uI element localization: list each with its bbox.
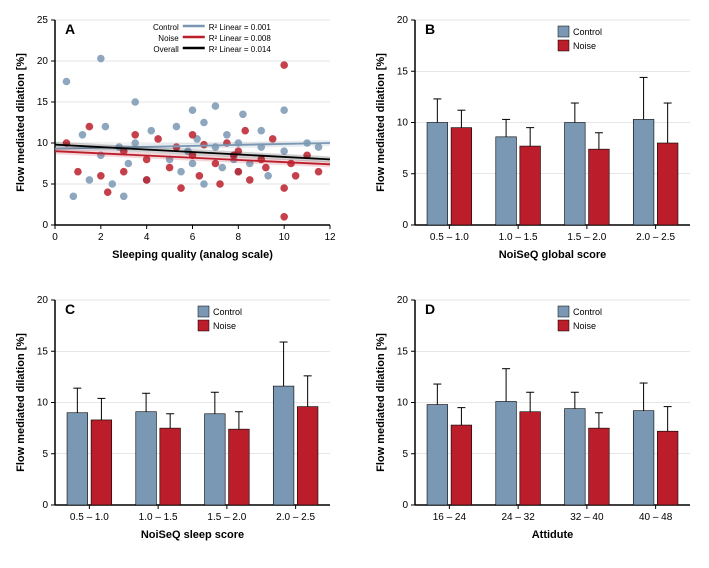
svg-text:15: 15 [37, 97, 49, 108]
svg-text:Flow mediated dilation [%]: Flow mediated dilation [%] [15, 333, 27, 472]
svg-text:4: 4 [144, 232, 150, 243]
svg-text:15: 15 [397, 66, 409, 77]
svg-text:15: 15 [397, 346, 409, 357]
svg-text:0: 0 [402, 500, 408, 511]
svg-text:15: 15 [37, 346, 49, 357]
svg-text:5: 5 [42, 449, 48, 460]
svg-text:NoiSeQ sleep score: NoiSeQ sleep score [141, 529, 244, 541]
svg-text:A: A [65, 21, 75, 37]
svg-text:20: 20 [397, 295, 409, 306]
svg-text:10: 10 [279, 232, 291, 243]
svg-text:C: C [65, 301, 75, 317]
svg-text:2.0 – 2.5: 2.0 – 2.5 [636, 232, 675, 243]
svg-text:D: D [425, 301, 435, 317]
svg-text:10: 10 [397, 398, 409, 409]
svg-text:Noise: Noise [573, 41, 596, 51]
svg-text:8: 8 [236, 232, 242, 243]
svg-text:16 – 24: 16 – 24 [433, 512, 467, 523]
svg-text:Flow mediated dilation [%]: Flow mediated dilation [%] [375, 333, 387, 472]
panel-b: 0 5 10 15 20 0.5 – 1.0 1.0 – 1.5 1.5 – 2.0 2.0 –… [370, 10, 700, 270]
svg-text:40 – 48: 40 – 48 [639, 512, 673, 523]
svg-text:R² Linear = 0.001: R² Linear = 0.001 [209, 23, 272, 32]
svg-text:5: 5 [402, 169, 408, 180]
svg-text:Sleeping quality (analog scale: Sleeping quality (analog scale) [112, 249, 273, 261]
svg-text:32 – 40: 32 – 40 [570, 512, 604, 523]
svg-text:20: 20 [37, 295, 49, 306]
svg-text:25: 25 [37, 15, 49, 26]
svg-text:12: 12 [324, 232, 336, 243]
svg-text:0: 0 [402, 220, 408, 231]
svg-text:24 – 32: 24 – 32 [501, 512, 535, 523]
svg-text:1.5 – 2.0: 1.5 – 2.0 [567, 232, 606, 243]
svg-text:20: 20 [37, 56, 49, 67]
svg-text:Control: Control [153, 23, 179, 32]
svg-text:10: 10 [37, 138, 49, 149]
svg-text:10: 10 [397, 118, 409, 129]
svg-text:1.5 – 2.0: 1.5 – 2.0 [207, 512, 246, 523]
svg-text:2.0 – 2.5: 2.0 – 2.5 [276, 512, 315, 523]
svg-text:NoiSeQ global score: NoiSeQ global score [499, 249, 607, 261]
svg-text:20: 20 [397, 15, 409, 26]
svg-text:0: 0 [42, 220, 48, 231]
svg-text:0.5 – 1.0: 0.5 – 1.0 [430, 232, 469, 243]
figure-grid: 0 2 4 6 8 10 12 0 5 10 15 20 25 Flow mediated dilatio… [10, 10, 699, 550]
svg-text:0: 0 [42, 500, 48, 511]
svg-text:R² Linear = 0.008: R² Linear = 0.008 [209, 34, 272, 43]
svg-text:1.0 – 1.5: 1.0 – 1.5 [139, 512, 178, 523]
svg-text:Control: Control [573, 307, 602, 317]
svg-text:1.0 – 1.5: 1.0 – 1.5 [499, 232, 538, 243]
svg-text:Overall: Overall [153, 45, 179, 54]
panel-d: 0 5 10 15 20 16 – 24 24 – 32 32 – 40 40 – 48 Flow… [370, 290, 700, 550]
svg-text:5: 5 [42, 179, 48, 190]
svg-text:Flow mediated dilation [%]: Flow mediated dilation [%] [375, 53, 387, 192]
svg-text:5: 5 [402, 449, 408, 460]
svg-text:Control: Control [213, 307, 242, 317]
svg-text:0: 0 [52, 232, 58, 243]
svg-text:B: B [425, 21, 435, 37]
svg-text:Control: Control [573, 27, 602, 37]
svg-text:0.5 – 1.0: 0.5 – 1.0 [70, 512, 109, 523]
svg-text:Flow mediated dilation [%]: Flow mediated dilation [%] [15, 53, 27, 192]
panel-a: 0 2 4 6 8 10 12 0 5 10 15 20 25 Flow mediated dilatio… [10, 10, 340, 270]
svg-text:10: 10 [37, 398, 49, 409]
panel-b-svg: 0 5 10 15 20 0.5 – 1.0 1.0 – 1.5 1.5 – 2.0 2.0 –… [370, 10, 700, 270]
panel-d-svg: 0 5 10 15 20 16 – 24 24 – 32 32 – 40 40 – 48 Flow… [370, 290, 700, 550]
svg-text:6: 6 [190, 232, 196, 243]
panel-c: 0 5 10 15 20 0.5 – 1.0 1.0 – 1.5 1.5 – 2.0 2.0 –… [10, 290, 340, 550]
svg-text:Noise: Noise [158, 34, 179, 43]
svg-text:Noise: Noise [213, 321, 236, 331]
panel-a-svg: 0 2 4 6 8 10 12 0 5 10 15 20 25 Flow mediated dilatio… [10, 10, 340, 270]
svg-text:R² Linear = 0.014: R² Linear = 0.014 [209, 45, 272, 54]
panel-c-svg: 0 5 10 15 20 0.5 – 1.0 1.0 – 1.5 1.5 – 2.0 2.0 –… [10, 290, 340, 550]
svg-text:Noise: Noise [573, 321, 596, 331]
svg-text:2: 2 [98, 232, 104, 243]
svg-text:Attidute: Attidute [532, 529, 574, 541]
